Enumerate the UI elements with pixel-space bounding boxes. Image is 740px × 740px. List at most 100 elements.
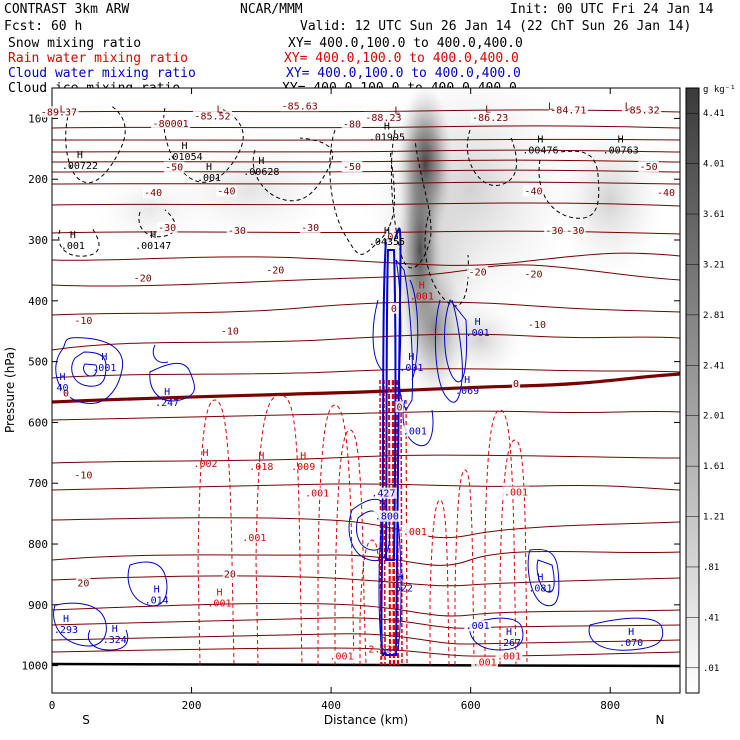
colorbar-tick-label: 4.41 — [703, 109, 725, 119]
maximum-marker: H — [398, 573, 404, 584]
label-background — [222, 568, 238, 580]
contour-value-label: -50 — [165, 163, 183, 174]
y-tick-label: 600 — [28, 416, 48, 429]
minimum-marker: L — [485, 104, 491, 115]
axis-ticks: 0 200 400 600 800100200300400500600700800900… — [22, 88, 680, 712]
extremum-value: .00147 — [135, 241, 171, 252]
contour-value-label: 0 — [387, 232, 393, 243]
minimum-marker: L — [548, 101, 554, 112]
maximum-marker: H — [206, 162, 212, 173]
contour-value-label: 20 — [77, 579, 89, 590]
maximum-marker: H — [202, 448, 208, 459]
extremum-value: .014 — [145, 596, 169, 607]
label-background — [544, 224, 565, 236]
extremum-value: .324 — [103, 635, 127, 646]
contour-value-label: .001 — [504, 487, 528, 498]
maximum-marker: H — [59, 372, 65, 383]
extremum-value: .01054 — [167, 152, 203, 163]
maximum-marker: H — [537, 135, 543, 146]
x-axis-south-label: S — [82, 713, 90, 727]
colorbar-tick-label: .41 — [703, 613, 719, 623]
maximum-marker: H — [164, 387, 170, 398]
y-tick-label: 300 — [28, 234, 48, 247]
extremum-value: .04355 — [369, 237, 405, 248]
extremum-value: .00722 — [62, 161, 98, 172]
colorbar-tick-label: .01 — [703, 664, 719, 674]
label-background — [467, 266, 488, 278]
maximum-marker: H — [618, 135, 624, 146]
label-background — [370, 487, 397, 499]
maximum-marker: H — [384, 226, 390, 237]
label-background — [151, 117, 191, 129]
maximum-marker: H — [154, 585, 160, 596]
contour-value-label: 0 — [396, 402, 402, 413]
contour-value-label: .427 — [371, 489, 395, 500]
x-tick-label: 0 — [49, 699, 56, 712]
extremum-value: .018 — [249, 462, 273, 473]
minimum-marker: L — [625, 101, 631, 112]
snow-shading — [95, 88, 665, 400]
x-tick-label: 800 — [600, 699, 620, 712]
extremum-value: .069 — [455, 386, 479, 397]
figure-header: CONTRAST 3km ARW NCAR/MMM Init: 00 UTC F… — [4, 2, 714, 96]
contour-value-label: -50 — [640, 162, 658, 173]
maximum-marker: H — [384, 121, 390, 132]
cloud-water-contours — [53, 227, 664, 657]
label-background — [226, 224, 248, 236]
x-tick-label: 200 — [182, 699, 202, 712]
extremum-value: .00763 — [603, 146, 639, 157]
label-background — [655, 187, 677, 199]
plot-border — [51, 87, 681, 694]
label-background — [622, 104, 662, 116]
maximum-marker: H — [408, 352, 414, 363]
colorbar-tick-label: 2.81 — [703, 311, 725, 321]
y-tick-label: 1000 — [22, 660, 49, 673]
extremum-value: .002 — [193, 459, 217, 470]
contour-value-label: 0 — [391, 304, 397, 315]
label-background — [216, 185, 237, 197]
extremum-value: .00628 — [243, 167, 279, 178]
label-background — [638, 161, 659, 173]
contour-value-label: -10 — [74, 470, 92, 481]
y-tick-label: 500 — [28, 356, 48, 369]
field-cloudwater-xy: XY= 400.0,100.0 to 400.0,400.0 — [286, 66, 521, 81]
contour-value-label: -80 — [343, 120, 361, 131]
label-background — [192, 110, 233, 122]
contour-value-label: -10 — [528, 320, 546, 331]
label-background — [363, 111, 404, 123]
maximum-marker: H — [300, 451, 306, 462]
label-background — [386, 231, 395, 243]
contour-value-label: -30 — [158, 223, 176, 234]
maximum-marker: H — [258, 156, 264, 167]
maximum-marker: H — [182, 141, 188, 152]
label-background — [565, 224, 586, 236]
contour-value-label: -10 — [74, 316, 92, 327]
extremum-value: .001 — [92, 363, 116, 374]
contour-value-label: -40 — [217, 186, 235, 197]
forecast-hour: Fcst: 60 h — [4, 19, 82, 34]
contour-value-label: -30 — [228, 226, 246, 237]
freezing-level-line — [52, 372, 680, 404]
contour-value-label: -30 — [545, 226, 563, 237]
maximum-marker: H — [628, 627, 634, 638]
maximum-marker: H — [380, 633, 386, 644]
colorbar-tick-label: 2.41 — [703, 361, 725, 371]
valid-time: Valid: 12 UTC Sun 26 Jan 14 (22 ChT Sun … — [300, 19, 691, 34]
extremum-value: .622 — [389, 584, 413, 595]
colorbar-scale — [685, 87, 700, 694]
label-background — [470, 111, 510, 123]
contour-value-label: -89.37 — [41, 107, 77, 118]
contour-value-label: -85.32 — [624, 106, 660, 117]
contour-value-label: 0 — [63, 388, 69, 399]
label-background — [401, 425, 429, 437]
field-snow-xy: XY= 400.0,100.0 to 400.0,400.0 — [288, 36, 523, 51]
contour-value-label: -10 — [221, 326, 239, 337]
label-background — [523, 185, 544, 197]
contour-value-label: -80001 — [153, 119, 189, 130]
field-cloudwater-name: Cloud water mixing ratio — [8, 66, 196, 81]
contour-value-label: .001 — [497, 652, 521, 663]
contour-value-label: .001 — [403, 427, 427, 438]
field-snow-name: Snow mixing ratio — [8, 36, 141, 51]
minimum-marker: L — [394, 106, 400, 117]
label-background — [299, 221, 321, 233]
